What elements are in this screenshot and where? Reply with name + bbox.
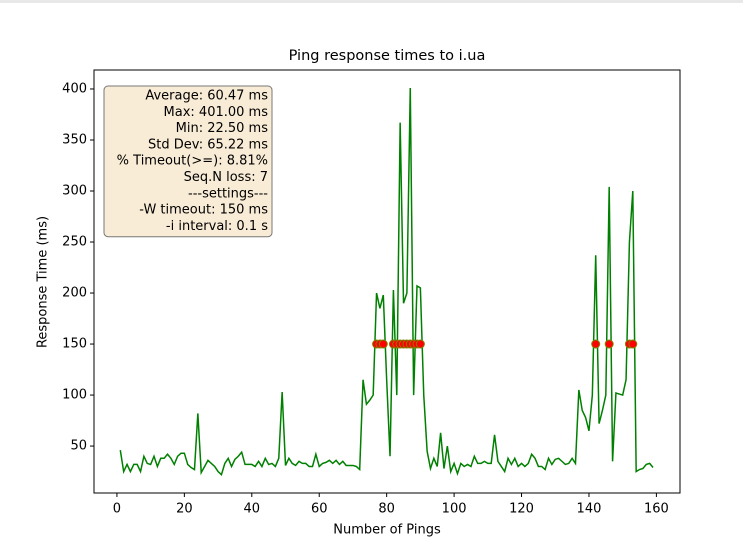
x-tick-label: 20 — [176, 502, 193, 517]
timeout-marker — [378, 339, 388, 349]
stats-box — [103, 85, 273, 238]
y-tick-label: 150 — [62, 337, 87, 352]
stats-line: -W timeout: 150 ms — [139, 203, 268, 218]
x-tick-label: 80 — [378, 502, 395, 517]
x-axis-label: Number of Pings — [333, 523, 441, 538]
timeout-marker — [415, 339, 425, 349]
timeout-marker — [628, 339, 638, 349]
window-strip — [0, 0, 743, 3]
stats-line: % Timeout(>=): 8.81% — [117, 154, 268, 169]
stats-line: Average: 60.47 ms — [145, 89, 268, 104]
x-tick-label: 40 — [244, 502, 261, 517]
chart-title: Ping response times to i.ua — [289, 48, 486, 64]
stats-line: Std Dev: 65.22 ms — [148, 137, 268, 152]
timeout-marker — [604, 339, 614, 349]
stats-line: Max: 401.00 ms — [164, 105, 269, 120]
x-tick-label: 120 — [509, 502, 534, 517]
y-tick-label: 200 — [62, 286, 87, 301]
y-tick-label: 50 — [70, 439, 87, 454]
stats-line: ---settings--- — [188, 186, 268, 201]
y-tick-label: 350 — [62, 132, 87, 147]
y-tick-label: 300 — [62, 184, 87, 199]
timeout-marker — [591, 339, 601, 349]
plot-frame — [93, 69, 681, 494]
stats-line: Min: 22.50 ms — [176, 121, 269, 136]
x-tick-label: 60 — [311, 502, 328, 517]
y-axis-label: Response Time (ms) — [36, 216, 51, 348]
y-tick-label: 250 — [62, 235, 87, 250]
x-tick-label: 100 — [442, 502, 467, 517]
y-tick-label: 100 — [62, 388, 87, 403]
data-line — [119, 87, 654, 477]
stats-line: Seq.N loss: 7 — [184, 170, 268, 185]
x-tick-label: 160 — [644, 502, 669, 517]
stats-line: -i interval: 0.1 s — [166, 219, 268, 234]
y-tick-label: 400 — [62, 81, 87, 96]
x-tick-label: 0 — [113, 502, 121, 517]
x-tick-label: 140 — [577, 502, 602, 517]
